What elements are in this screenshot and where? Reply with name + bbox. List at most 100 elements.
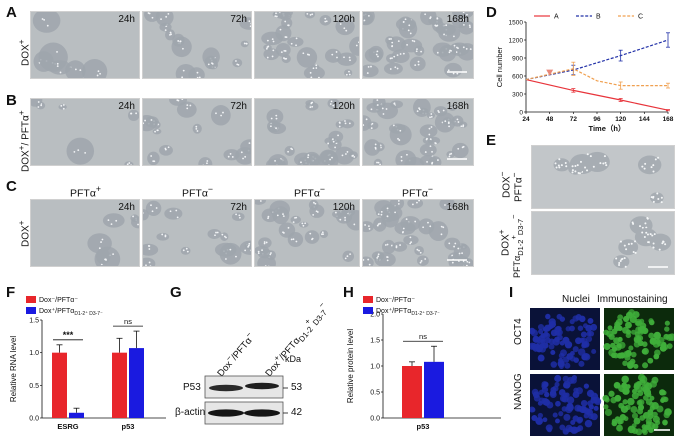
stained-nucleus bbox=[622, 387, 630, 395]
cell-dot bbox=[272, 49, 275, 52]
cell-dot bbox=[462, 19, 464, 21]
cell-dot bbox=[275, 12, 277, 15]
e-cell-dot bbox=[634, 240, 637, 243]
stained-nucleus bbox=[622, 399, 628, 405]
cell-dot bbox=[345, 153, 347, 155]
cell-dot bbox=[377, 253, 380, 256]
cell-dot bbox=[420, 260, 423, 262]
stained-nucleus bbox=[631, 412, 639, 419]
cell-dot bbox=[346, 151, 349, 153]
e-cell-dot bbox=[618, 261, 621, 264]
cell-dot bbox=[406, 153, 408, 156]
series-line bbox=[525, 68, 668, 87]
cell-dot bbox=[155, 207, 158, 209]
cell-colony bbox=[340, 119, 355, 129]
y-tick-label: 900 bbox=[512, 56, 523, 63]
e-cell-dot bbox=[623, 257, 626, 260]
cell-dot bbox=[211, 62, 214, 65]
cell-colony bbox=[364, 47, 383, 63]
cell-colony bbox=[409, 56, 426, 72]
cell-dot bbox=[135, 112, 138, 115]
cell-dot bbox=[338, 125, 341, 128]
e-cell-dot bbox=[571, 165, 574, 168]
e-cell-dot bbox=[652, 246, 655, 249]
cell-dot bbox=[382, 113, 385, 115]
cell-dot bbox=[265, 47, 268, 50]
cell-dot bbox=[37, 106, 40, 108]
cell-dot bbox=[247, 244, 250, 247]
cell-dot bbox=[196, 130, 199, 132]
cell-dot bbox=[161, 233, 164, 236]
legend-swatch bbox=[363, 307, 373, 314]
stained-nucleus bbox=[570, 426, 578, 434]
cell-dot bbox=[309, 106, 312, 109]
cell-dot bbox=[59, 71, 62, 74]
cell-colony bbox=[155, 12, 174, 27]
cell-colony bbox=[284, 145, 295, 156]
e-cell-dot bbox=[664, 243, 667, 246]
cell-dot bbox=[394, 211, 397, 214]
micrograph-c-2: 72h bbox=[142, 199, 252, 267]
cell-dot bbox=[242, 157, 244, 160]
mw-53: 53 bbox=[291, 382, 303, 393]
stained-nucleus bbox=[562, 336, 570, 344]
cell-dot bbox=[459, 20, 461, 23]
cell-dot bbox=[292, 238, 295, 241]
y-tick-label: 300 bbox=[512, 92, 523, 99]
stained-nucleus bbox=[588, 330, 595, 337]
cell-colony bbox=[452, 42, 462, 51]
cell-dot bbox=[449, 49, 451, 52]
cell-dot bbox=[164, 234, 167, 237]
cell-dot bbox=[248, 242, 251, 245]
cell-dot bbox=[416, 201, 418, 204]
stained-nucleus bbox=[558, 389, 566, 396]
cell-dot bbox=[395, 245, 398, 248]
cell-dot bbox=[447, 122, 450, 125]
cell-dot bbox=[263, 241, 266, 243]
cell-dot bbox=[267, 215, 270, 218]
cell-dot bbox=[223, 235, 226, 238]
e-cell-dot bbox=[644, 222, 647, 225]
micrograph-svg bbox=[31, 99, 139, 165]
cell-dot bbox=[457, 121, 460, 123]
cell-dot bbox=[275, 114, 278, 117]
cell-dot bbox=[358, 41, 359, 44]
cell-dot bbox=[238, 214, 241, 217]
micrograph-svg bbox=[143, 200, 251, 266]
cell-dot bbox=[331, 138, 334, 141]
micrograph-b-1: 24h bbox=[30, 98, 140, 166]
cell-colony bbox=[144, 12, 160, 22]
e-cell-dot bbox=[558, 166, 561, 169]
cell-dot bbox=[302, 224, 305, 227]
cell-dot bbox=[367, 225, 370, 228]
cell-dot bbox=[429, 138, 432, 141]
panel-label-c: C bbox=[6, 178, 17, 195]
cell-dot bbox=[397, 137, 399, 140]
stained-nucleus bbox=[578, 360, 585, 367]
cell-dot bbox=[402, 21, 405, 23]
stained-nucleus bbox=[642, 362, 649, 369]
stained-nucleus bbox=[607, 325, 613, 331]
cell-dot bbox=[381, 107, 384, 110]
cell-dot bbox=[60, 104, 63, 107]
cell-colony bbox=[164, 207, 183, 220]
stained-nucleus bbox=[580, 399, 588, 407]
cell-dot bbox=[353, 156, 356, 158]
x-tick-label: 24 bbox=[522, 116, 530, 123]
micrograph-svg bbox=[255, 12, 359, 78]
cell-dot bbox=[244, 249, 247, 252]
stained-nucleus bbox=[653, 331, 662, 340]
cell-dot bbox=[449, 206, 452, 209]
stained-nucleus bbox=[617, 314, 624, 321]
cell-dot bbox=[344, 122, 347, 125]
stained-nucleus bbox=[664, 320, 670, 326]
stained-nucleus bbox=[662, 396, 669, 403]
y-tick-label: 1.0 bbox=[370, 364, 380, 371]
cell-dot bbox=[150, 155, 153, 157]
cell-dot bbox=[411, 39, 414, 42]
cell-colony bbox=[412, 99, 431, 117]
cell-dot bbox=[380, 210, 383, 213]
cell-dot bbox=[318, 76, 320, 78]
cell-dot bbox=[430, 126, 433, 128]
cell-dot bbox=[282, 215, 285, 217]
